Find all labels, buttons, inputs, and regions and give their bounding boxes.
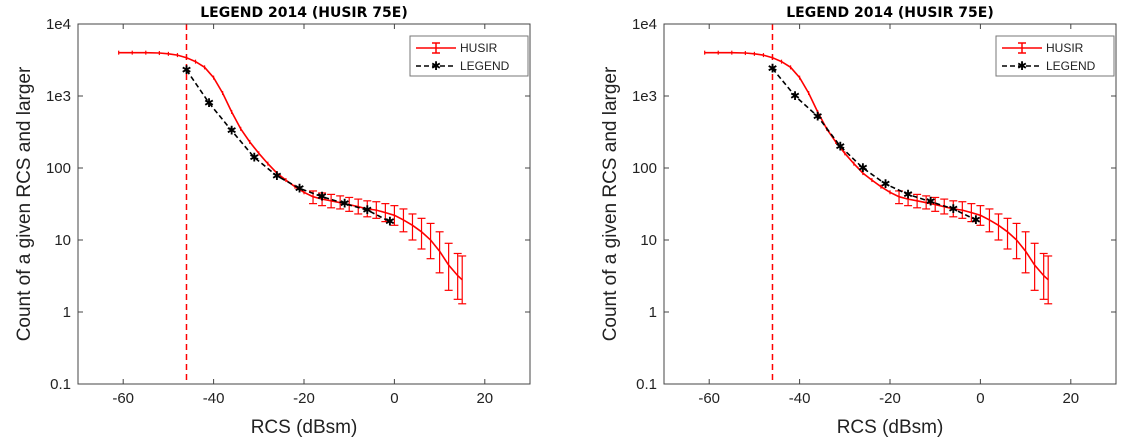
legend-data-point: ✱ [880, 177, 890, 191]
y-tick-label: 0.1 [636, 376, 657, 393]
legend-data-point: ✱ [385, 215, 395, 229]
x-axis-label: RCS (dBsm) [837, 417, 944, 438]
plot-frame [663, 23, 1117, 385]
legend-box [995, 35, 1115, 77]
x-axis-label: RCS (dBsm) [251, 417, 358, 438]
x-tick-label: 20 [1062, 390, 1079, 407]
legend-husir-label: HUSIR [1046, 41, 1084, 55]
y-tick-label: 1 [63, 304, 71, 321]
legend-data-point: ✱ [340, 197, 350, 211]
y-tick-label: 10 [54, 232, 71, 249]
x-tick-label: 0 [390, 390, 398, 407]
legend-data-point: ✱ [858, 161, 868, 175]
x-tick-label: -60 [698, 390, 720, 407]
legend-data-point: ✱ [362, 203, 372, 217]
plot-frame [77, 23, 531, 385]
chart-panel-left: LEGEND 2014 (HUSIR 75E) RCS (dBsm) Count… [14, 5, 531, 438]
x-tick-label: -40 [789, 390, 811, 407]
chart-title: LEGEND 2014 (HUSIR 75E) [786, 5, 993, 21]
legend-series-line [771, 68, 977, 221]
legend-data-point: ✱ [294, 181, 304, 195]
chart-title: LEGEND 2014 (HUSIR 75E) [200, 5, 407, 21]
legend-data-point: ✱ [227, 124, 237, 138]
x-tick-label: -20 [879, 390, 901, 407]
legend-husir-label: HUSIR [460, 41, 498, 55]
x-tick-label: -20 [293, 390, 315, 407]
legend-data-point: ✱ [835, 139, 845, 153]
y-tick-label: 1 [649, 304, 657, 321]
legend-data-point: ✱ [903, 187, 913, 201]
legend-data-point: ✱ [317, 190, 327, 204]
legend-data-point: ✱ [767, 62, 777, 76]
legend-data-point: ✱ [926, 195, 936, 209]
y-tick-label: 100 [632, 160, 657, 177]
y-axis-label: Count of a given RCS and larger [600, 66, 621, 341]
y-tick-label: 1e4 [46, 16, 71, 33]
y-axis-label: Count of a given RCS and larger [14, 66, 35, 341]
legend-data-point: ✱ [948, 202, 958, 216]
legend-legend-marker: ✱ [1017, 59, 1027, 73]
legend-legend-label: LEGEND [1046, 59, 1096, 73]
legend-legend-marker: ✱ [431, 59, 441, 73]
legend-legend-label: LEGEND [460, 59, 510, 73]
legend-data-point: ✱ [813, 109, 823, 123]
legend-data-point: ✱ [204, 96, 214, 110]
y-tick-label: 100 [46, 160, 71, 177]
husir-series-line [118, 51, 463, 281]
y-tick-label: 1e3 [46, 88, 71, 105]
husir-series-line [704, 51, 1049, 281]
legend-data-point: ✱ [790, 89, 800, 103]
legend-data-point: ✱ [249, 150, 259, 164]
legend: HUSIR ✱ LEGEND [995, 35, 1115, 77]
legend-series-line [185, 69, 391, 223]
x-tick-label: 20 [476, 390, 493, 407]
x-tick-label: -60 [112, 390, 134, 407]
y-tick-label: 0.1 [50, 376, 71, 393]
legend-data-point: ✱ [181, 63, 191, 77]
legend: HUSIR ✱ LEGEND [409, 35, 529, 77]
y-tick-label: 10 [640, 232, 657, 249]
legend-box [409, 35, 529, 77]
x-tick-label: 0 [976, 390, 984, 407]
legend-data-point: ✱ [272, 169, 282, 183]
y-tick-label: 1e4 [632, 16, 657, 33]
chart-panel-right: LEGEND 2014 (HUSIR 75E) RCS (dBsm) Count… [600, 5, 1117, 438]
y-tick-label: 1e3 [632, 88, 657, 105]
legend-data-point: ✱ [971, 213, 981, 227]
x-tick-label: -40 [203, 390, 225, 407]
